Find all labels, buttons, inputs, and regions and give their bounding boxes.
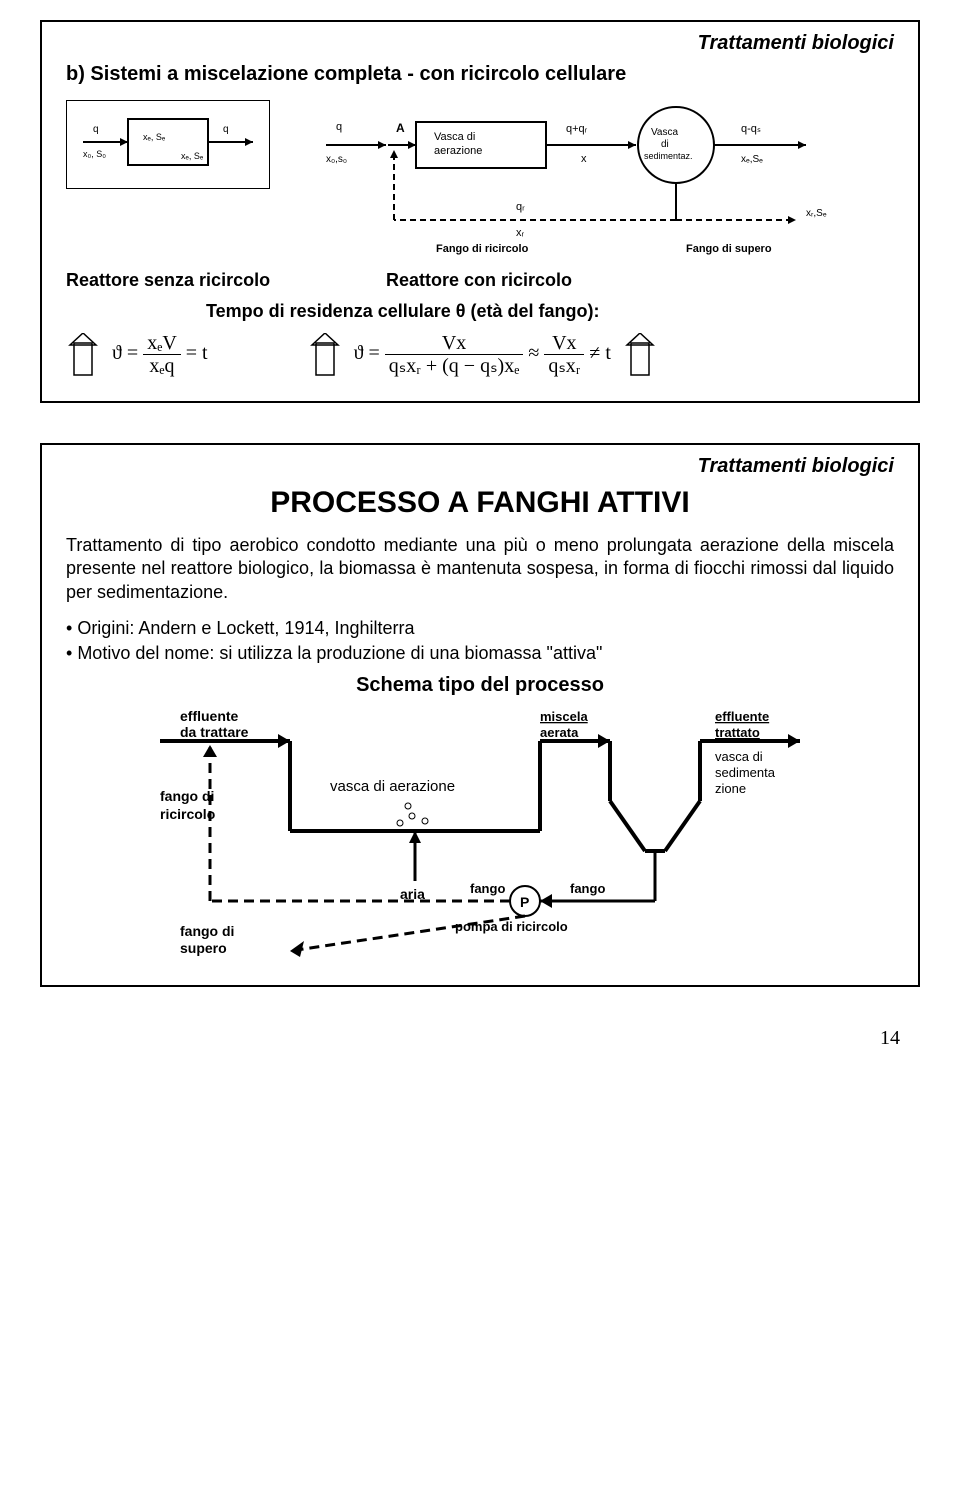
svg-text:fango: fango (470, 881, 505, 896)
svg-text:effluente: effluente (715, 709, 769, 724)
svg-text:x₀,s₀: x₀,s₀ (326, 154, 347, 165)
arrow-up-icon-2 (308, 333, 342, 377)
svg-text:A: A (396, 121, 405, 135)
reactor-left-svg: q x₀, S₀ xₑ, Sₑ xₑ, Sₑ q (73, 107, 263, 177)
bullet-1: Origini: Andern e Lockett, 1914, Inghilt… (66, 618, 894, 639)
svg-text:aerata: aerata (540, 725, 579, 740)
svg-text:P: P (520, 894, 529, 910)
svg-text:trattato: trattato (715, 725, 760, 740)
approx: ≈ (528, 342, 539, 364)
formula-right: ϑ = Vx qₛxᵣ + (q − qₛ)xₑ ≈ Vx qₛxᵣ ≠ t (354, 332, 611, 377)
formula-left: ϑ = xₑV xₑq = t (112, 332, 208, 377)
theta-eq-2: ϑ = (354, 342, 380, 364)
svg-text:x: x (581, 153, 587, 165)
svg-text:x₀, S₀: x₀, S₀ (83, 149, 106, 159)
svg-text:effluente: effluente (180, 708, 239, 724)
reactor-row: q x₀, S₀ xₑ, Sₑ xₑ, Sₑ q q x₀,s₀ (66, 100, 894, 260)
eq-t: = t (186, 342, 208, 364)
svg-text:Vasca: Vasca (651, 127, 678, 138)
svg-text:fango di: fango di (180, 923, 234, 939)
svg-text:xₑ, Sₑ: xₑ, Sₑ (143, 132, 166, 142)
svg-text:sedimenta: sedimenta (715, 765, 776, 780)
svg-text:Vasca di: Vasca di (434, 131, 475, 143)
process-diagram-wrap: effluente da trattare vasca di aerazione… (66, 701, 894, 961)
frac-den-2: qₛxᵣ + (q − qₛ)xₑ (385, 355, 524, 377)
labels-row: Reattore senza ricircolo Reattore con ri… (66, 270, 894, 291)
reactor-left-box: q x₀, S₀ xₑ, Sₑ xₑ, Sₑ q (66, 100, 270, 189)
svg-text:Fango di ricircolo: Fango di ricircolo (436, 243, 529, 255)
neq-t: ≠ t (589, 342, 611, 364)
svg-text:zione: zione (715, 781, 746, 796)
formula-right-cell: ϑ = Vx qₛxᵣ + (q − qₛ)xₑ ≈ Vx qₛxᵣ ≠ t (308, 332, 657, 377)
schematic-ricircolo: q x₀,s₀ A Vasca di aerazione q+qᵣ x (316, 100, 894, 260)
svg-text:q: q (223, 124, 229, 135)
theta-eq: ϑ = (112, 342, 138, 364)
header-title-2: Trattamenti biologici (66, 455, 894, 478)
svg-text:pompa di ricircolo: pompa di ricircolo (455, 919, 568, 934)
frac-den-3: qₛxᵣ (544, 355, 584, 377)
svg-text:q+qᵣ: q+qᵣ (566, 123, 588, 135)
svg-text:sedimentaz.: sedimentaz. (644, 151, 693, 161)
frac-den-1: xₑq (143, 355, 181, 377)
process-diagram-svg: effluente da trattare vasca di aerazione… (140, 701, 820, 961)
svg-text:fango di: fango di (160, 788, 214, 804)
reactor-left-wrap: q x₀, S₀ xₑ, Sₑ xₑ, Sₑ q (66, 100, 296, 189)
svg-text:xᵣ,Sₑ: xᵣ,Sₑ (806, 208, 827, 219)
svg-text:di: di (661, 139, 669, 150)
svg-text:da trattare: da trattare (180, 724, 249, 740)
schema-label: Schema tipo del processo (66, 674, 894, 697)
svg-text:Fango di supero: Fango di supero (686, 243, 772, 255)
label-reattore-senza: Reattore senza ricircolo (66, 270, 366, 291)
slide-2: Trattamenti biologici PROCESSO A FANGHI … (40, 443, 920, 987)
slide1-subtitle: b) Sistemi a miscelazione completa - con… (66, 63, 894, 86)
svg-text:q: q (336, 121, 342, 133)
arrow-up-icon-3 (623, 333, 657, 377)
schematic-svg: q x₀,s₀ A Vasca di aerazione q+qᵣ x (316, 100, 876, 270)
svg-text:supero: supero (180, 940, 227, 956)
svg-text:qᵣ: qᵣ (516, 201, 525, 213)
svg-text:q: q (93, 124, 99, 135)
svg-text:aerazione: aerazione (434, 145, 482, 157)
svg-text:ricircolo: ricircolo (160, 806, 215, 822)
label-reattore-con: Reattore con ricircolo (386, 270, 572, 291)
frac-num-2: Vx (385, 332, 524, 355)
slide2-heading: PROCESSO A FANGHI ATTIVI (66, 486, 894, 520)
svg-text:fango: fango (570, 881, 605, 896)
svg-text:xₑ, Sₑ: xₑ, Sₑ (181, 151, 204, 161)
svg-text:xᵣ: xᵣ (516, 227, 525, 239)
page-number: 14 (40, 1027, 920, 1050)
slide2-body: Trattamento di tipo aerobico condotto me… (66, 534, 894, 604)
frac-num-1: xₑV (143, 332, 181, 355)
svg-text:miscela: miscela (540, 709, 588, 724)
header-title-1: Trattamenti biologici (66, 32, 894, 55)
arrow-up-icon (66, 333, 100, 377)
tempo-label: Tempo di residenza cellulare θ (età del … (206, 301, 599, 322)
svg-text:vasca di: vasca di (715, 749, 763, 764)
formula-row: ϑ = xₑV xₑq = t ϑ = Vx qₛx (66, 332, 894, 377)
svg-text:xₑ,Sₑ: xₑ,Sₑ (741, 154, 763, 165)
tempo-row: Tempo di residenza cellulare θ (età del … (66, 301, 894, 322)
frac-num-3: Vx (544, 332, 584, 355)
bullet-2: Motivo del nome: si utilizza la produzio… (66, 643, 894, 664)
svg-text:vasca di aerazione: vasca di aerazione (330, 778, 455, 795)
slide-1: Trattamenti biologici b) Sistemi a misce… (40, 20, 920, 403)
formula-left-cell: ϑ = xₑV xₑq = t (66, 332, 208, 377)
svg-text:q-qₛ: q-qₛ (741, 123, 761, 135)
